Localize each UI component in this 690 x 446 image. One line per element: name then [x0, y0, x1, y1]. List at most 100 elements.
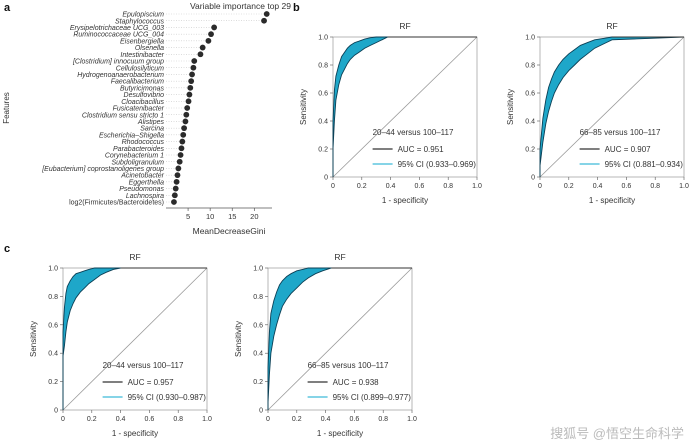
roc-x-tick-label: 1.0	[202, 416, 212, 423]
feature-label: Lachnospira	[126, 193, 164, 200]
roc-y-tick-label: 1.0	[48, 266, 58, 273]
feature-label: Sarcina	[140, 126, 164, 133]
feature-label: Olsenella	[135, 45, 164, 52]
roc-x-tick-label: 0.2	[87, 416, 97, 423]
roc-x-tick-label: 0.6	[145, 416, 155, 423]
roc-x-tick-label: 0.8	[650, 183, 660, 190]
roc-y-tick-label: 0.4	[525, 119, 535, 126]
roc-diagonal	[539, 36, 685, 178]
roc-xlabel: 1 - specificity	[112, 429, 158, 438]
feature-label: Ruminococcaceae UCG_004	[73, 32, 164, 39]
roc-comparison-label: 20–44 versus 100–117	[373, 128, 454, 137]
roc-y-tick-label: 0.4	[48, 351, 58, 358]
feature-label: Butyricimonas	[120, 85, 164, 92]
roc-ylabel: Sensitivity	[299, 89, 308, 125]
roc-xlabel: 1 - specificity	[589, 196, 635, 205]
importance-x-tick-label: 5	[186, 212, 190, 221]
feature-label: Cloacibacillus	[121, 99, 164, 106]
importance-point	[208, 31, 214, 38]
importance-point	[179, 138, 186, 145]
roc-y-tick-label: 0.6	[525, 91, 535, 98]
panel-letter-c: c	[4, 243, 10, 255]
roc-x-tick-label: 0.8	[443, 183, 453, 190]
roc-x-tick-label: 0.2	[357, 183, 367, 190]
roc-y-tick-label: 0.8	[525, 63, 535, 70]
importance-point	[189, 71, 195, 78]
roc-y-tick-label: 0.8	[253, 294, 263, 301]
roc-ci-lower	[332, 36, 477, 177]
roc-x-tick-label: 1.0	[407, 416, 417, 423]
roc-ci-band	[63, 268, 207, 410]
roc-auc-label: AUC = 0.938	[333, 378, 380, 387]
roc-x-tick-label: 0.8	[173, 416, 183, 423]
roc-ci-label: 95% CI (0.930–0.987)	[128, 393, 207, 402]
roc-y-tick-label: 0	[531, 175, 535, 182]
importance-point	[175, 165, 182, 172]
roc-y-tick-label: 0	[324, 175, 328, 182]
importance-point	[197, 51, 204, 58]
importance-point	[171, 192, 178, 199]
roc-y-tick-label: 0.6	[253, 322, 263, 329]
roc-auc-label: AUC = 0.907	[605, 145, 652, 154]
roc-y-tick-label: 0.4	[253, 351, 263, 358]
roc-ci-lower	[62, 267, 207, 410]
roc-ci-lower	[267, 267, 412, 410]
watermark-text: 搜狐号 @悟空生命科学	[550, 426, 684, 441]
roc-comparison-label: 66–85 versus 100–117	[308, 361, 389, 370]
roc-ylabel: Sensitivity	[506, 89, 515, 125]
roc-x-tick-label: 0.4	[321, 416, 331, 423]
importance-point	[199, 44, 206, 51]
feature-label: [Eubacterium] coprostanoligenes group	[41, 166, 164, 173]
importance-point	[186, 91, 193, 98]
roc-y-tick-label: 0.2	[253, 379, 263, 386]
roc-x-tick-label: 0.6	[415, 183, 425, 190]
importance-point	[177, 152, 184, 158]
feature-label: Epulopiscium	[122, 12, 164, 19]
roc-xlabel: 1 - specificity	[317, 429, 363, 438]
feature-label: Subdoligranulum	[111, 159, 164, 166]
feature-label: Eggerthella	[129, 179, 165, 186]
feature-label: [Clostridium] innocuum group	[72, 59, 164, 66]
roc-comparison-label: 20–44 versus 100–117	[103, 361, 184, 370]
importance-point	[181, 125, 188, 132]
feature-label: Eisenbergiella	[120, 38, 164, 45]
importance-chart: Variable importance top 29 Features Epulop…	[2, 1, 291, 236]
roc-y-tick-label: 0.8	[318, 63, 328, 70]
roc-y-tick-label: 1.0	[525, 35, 535, 42]
importance-point	[172, 185, 179, 192]
roc-x-tick-label: 0.4	[593, 183, 603, 190]
roc-y-tick-label: 0.6	[48, 322, 58, 329]
roc-ci-lower	[539, 36, 685, 177]
feature-label: Faecalibacterium	[111, 79, 164, 86]
importance-point	[191, 58, 198, 64]
roc-comparison-label: 66–85 versus 100–117	[580, 128, 661, 137]
importance-x-tick-label: 10	[206, 212, 214, 221]
roc-ci-band	[268, 268, 412, 410]
importance-xlabel: MeanDecreaseGini	[193, 226, 266, 236]
panel-letter-a: a	[4, 2, 11, 14]
roc-auc-label: AUC = 0.957	[128, 378, 175, 387]
importance-x-tick-label: 20	[250, 212, 258, 221]
roc-ci-upper	[332, 36, 477, 177]
roc-y-tick-label: 0.2	[525, 147, 535, 154]
roc-y-tick-label: 0.6	[318, 91, 328, 98]
feature-label: Corynebacterium 1	[105, 153, 164, 160]
roc-chart-c2: RF 00 0.2 0.2 0.4 0.4 0.6 0.6 0.8 0.8 1.0 1.0 1 - sp…	[234, 252, 417, 438]
roc-ci-label: 95% CI (0.899–0.977)	[333, 393, 412, 402]
roc-title: RF	[606, 21, 617, 31]
roc-x-tick-label: 0.8	[378, 416, 388, 423]
importance-point	[205, 37, 212, 44]
importance-ylabel: Features	[2, 92, 11, 124]
importance-point	[171, 199, 177, 205]
importance-point	[185, 98, 192, 105]
roc-diagonal	[332, 36, 478, 178]
roc-ci-upper	[267, 267, 412, 410]
roc-y-tick-label: 0	[259, 408, 263, 415]
roc-y-tick-label: 1.0	[318, 35, 328, 42]
roc-ylabel: Sensitivity	[29, 321, 38, 357]
roc-x-tick-label: 1.0	[472, 183, 482, 190]
roc-x-tick-label: 0	[266, 416, 270, 423]
roc-y-tick-label: 0.4	[318, 119, 328, 126]
feature-label: Escherichia–Shigella	[99, 132, 164, 139]
